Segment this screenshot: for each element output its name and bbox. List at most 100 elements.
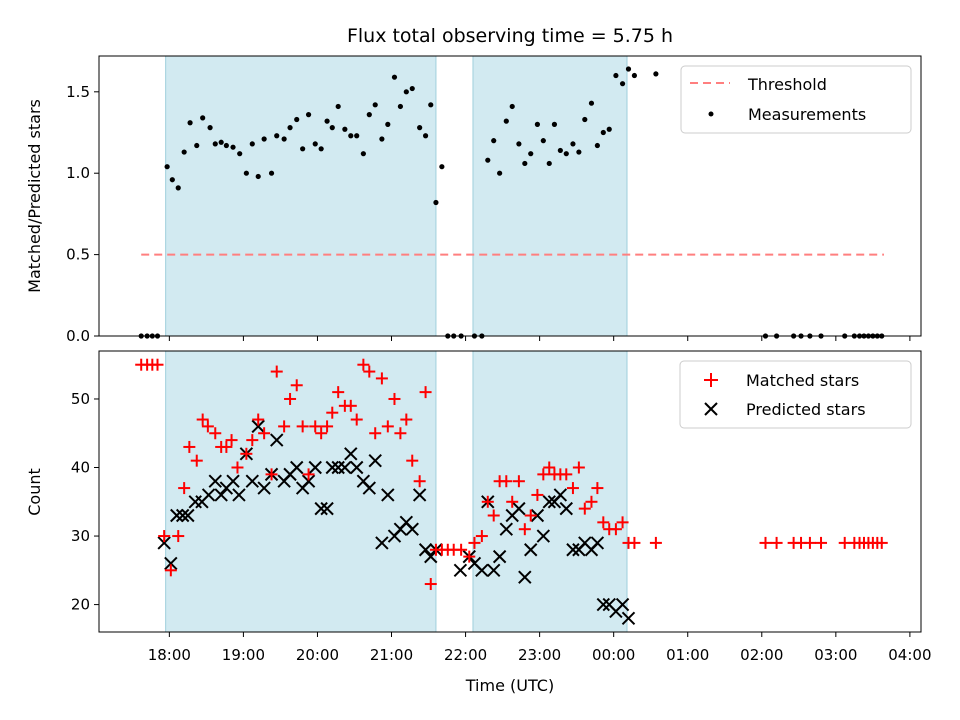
predicted-star-marker (226, 474, 240, 488)
matched-star-marker (225, 434, 238, 447)
predicted-star-marker (553, 488, 568, 502)
matched-star-marker (585, 495, 598, 508)
measurement-point (207, 125, 213, 131)
measurement-point (218, 139, 224, 145)
measurement-point (563, 151, 569, 157)
measurement-point (274, 133, 280, 139)
count-panel: 18:00 19:00 20:00 21:00 22:00 23:00 00:00 01:00… (25, 350, 932, 695)
matched-star-marker (475, 530, 488, 543)
predicted-star-marker (344, 447, 358, 461)
matched-star-marker (770, 536, 783, 549)
predicted-star-marker (368, 453, 382, 468)
predicted-star-marker (181, 508, 195, 523)
predicted-star-marker (270, 433, 284, 447)
matched-star-marker (290, 379, 303, 392)
measurement-point (570, 141, 576, 147)
measurement-point (403, 89, 409, 95)
measurement-point (397, 103, 403, 110)
x-tick-label: 20:00 (296, 646, 339, 664)
measurement-point (606, 126, 612, 132)
measurement-point (372, 102, 378, 108)
predicted-star-marker (475, 563, 489, 578)
measurement-point (200, 115, 206, 121)
predicted-star-marker (214, 488, 228, 502)
legend-threshold-label: Threshold (747, 75, 827, 94)
measurement-point (354, 133, 360, 139)
matched-star-marker (424, 578, 437, 591)
predicted-star-marker (175, 508, 190, 523)
predicted-star-marker (518, 570, 532, 584)
top-axes-frame (98, 55, 922, 337)
matched-star-marker (531, 488, 544, 501)
measurement-point (342, 126, 348, 132)
matched-star-marker (321, 420, 334, 433)
x-tick-label: 19:00 (222, 646, 265, 664)
predicted-star-marker (308, 460, 322, 475)
x-tick-label: 02:00 (740, 646, 783, 664)
predicted-star-marker (245, 474, 259, 488)
measurement-point (503, 118, 509, 124)
measurement-point (294, 116, 300, 123)
matched-star-marker (815, 536, 828, 549)
measurement-point (324, 118, 330, 124)
top-axes-ticks: 0.0 0.5 1.0 1.5 (66, 83, 911, 345)
measurement-point (379, 136, 385, 142)
matched-star-marker (572, 461, 585, 474)
matched-star-marker (265, 468, 278, 481)
measurement-point (485, 157, 491, 163)
matched-star-marker (284, 392, 297, 405)
predicted-star-marker (232, 488, 246, 502)
chart-title: Flux total observing time = 5.75 h (347, 25, 673, 47)
measurement-point (329, 125, 335, 131)
observing-window-2 (472, 55, 628, 337)
bottom-y-axis-label: Count (25, 468, 44, 516)
measurement-point (187, 120, 193, 126)
measurement-point (546, 160, 552, 167)
matched-star-marker (172, 530, 185, 543)
measurement-point (194, 142, 200, 149)
predicted-star-marker (453, 563, 468, 578)
matched-star-marker (481, 495, 494, 508)
predicted-star-marker (301, 474, 316, 488)
matched-star-marker (183, 440, 196, 453)
measurement-point (249, 141, 255, 147)
bottom-axes-ticks: 18:00 19:00 20:00 21:00 22:00 23:00 00:00 01:00… (71, 390, 932, 664)
matched-star-marker (413, 475, 426, 488)
matched-star-marker (616, 516, 629, 529)
predicted-star-markers (157, 419, 636, 625)
x-axis-label: Time (UTC) (465, 676, 554, 695)
matched-star-marker (178, 482, 191, 495)
measurement-point (318, 146, 324, 152)
predicted-star-marker (530, 508, 545, 523)
matched-star-marker (759, 536, 772, 549)
matched-star-marker (388, 392, 401, 405)
predicted-star-marker (314, 501, 328, 516)
matched-star-marker (296, 420, 309, 433)
predicted-star-marker (381, 488, 395, 502)
legend-matched-swatch (704, 373, 718, 387)
measurement-point (237, 151, 243, 157)
top-y-tick-label: 1.0 (66, 164, 90, 182)
predicted-star-marker (201, 488, 216, 502)
bottom-legend: Matched stars Predicted stars (679, 360, 912, 429)
legend-matched-label: Matched stars (746, 371, 859, 390)
measurement-point (534, 121, 541, 127)
top-y-tick-label: 1.5 (66, 83, 90, 101)
predicted-star-marker (164, 556, 178, 571)
matched-star-marker (158, 530, 171, 543)
bottom-y-tick-label: 40 (71, 459, 90, 477)
top-legend: Threshold Measurements (680, 65, 912, 134)
measurement-point (261, 136, 267, 142)
matched-star-marker (201, 420, 214, 433)
matched-star-marker (357, 358, 370, 371)
predicted-star-marker (170, 508, 184, 523)
matched-star-marker (500, 475, 513, 488)
predicted-star-marker (375, 536, 389, 550)
bottom-y-tick-label: 20 (71, 596, 90, 614)
measurement-point (528, 151, 534, 157)
legend-measurements-swatch (708, 111, 714, 117)
measurement-point (212, 141, 218, 147)
measurement-point (243, 170, 249, 176)
measurement-point (305, 112, 312, 118)
predicted-star-marker (320, 501, 334, 516)
